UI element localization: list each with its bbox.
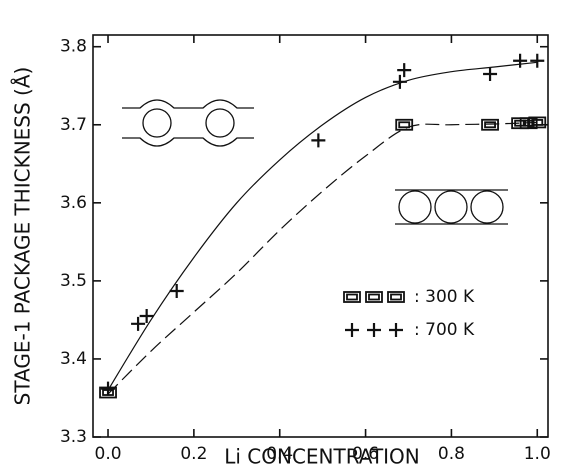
x-tick-label: 0.0: [95, 444, 122, 464]
marker-plus: [131, 316, 146, 331]
x-tick-label: 0.6: [352, 444, 379, 464]
y-tick-label: 3.3: [60, 427, 87, 447]
marker-plus: [513, 53, 528, 68]
marker-plus: [311, 133, 326, 148]
marker-plus: [483, 67, 498, 82]
fit-curve: [107, 121, 538, 395]
marker-plus: [397, 63, 412, 78]
marker-plus: [139, 309, 154, 324]
legend-marker: [387, 291, 405, 303]
y-tick-label: 3.5: [60, 271, 87, 291]
y-tick-label: 3.8: [60, 37, 87, 57]
legend-marker: [367, 323, 381, 337]
plot-frame: [92, 34, 549, 438]
marker-plus: [530, 53, 545, 68]
legend-marker: [345, 323, 359, 337]
marker-plus: [169, 284, 184, 299]
x-tick-label: 0.4: [266, 444, 293, 464]
inset-two-ions: [122, 99, 254, 147]
y-axis-label: STAGE-1 PACKAGE THICKNESS (Å): [11, 67, 35, 406]
legend-label: : 300 K: [414, 287, 475, 307]
fit-curve: [107, 61, 538, 391]
legend-label: : 700 K: [414, 320, 475, 340]
inset-three-ions: [395, 189, 508, 225]
marker-square: [395, 118, 414, 131]
x-tick-label: 1.0: [524, 444, 551, 464]
legend-marker: [343, 291, 361, 303]
x-axis-label: Li CONCENTRATION: [224, 445, 420, 469]
y-tick-label: 3.6: [60, 193, 87, 213]
legend-marker: [389, 323, 403, 337]
legend-marker: [365, 291, 383, 303]
x-tick-label: 0.2: [180, 444, 207, 464]
y-tick-label: 3.4: [60, 349, 87, 369]
x-tick-label: 0.8: [438, 444, 465, 464]
y-tick-label: 3.7: [60, 115, 87, 135]
marker-square: [481, 118, 499, 131]
